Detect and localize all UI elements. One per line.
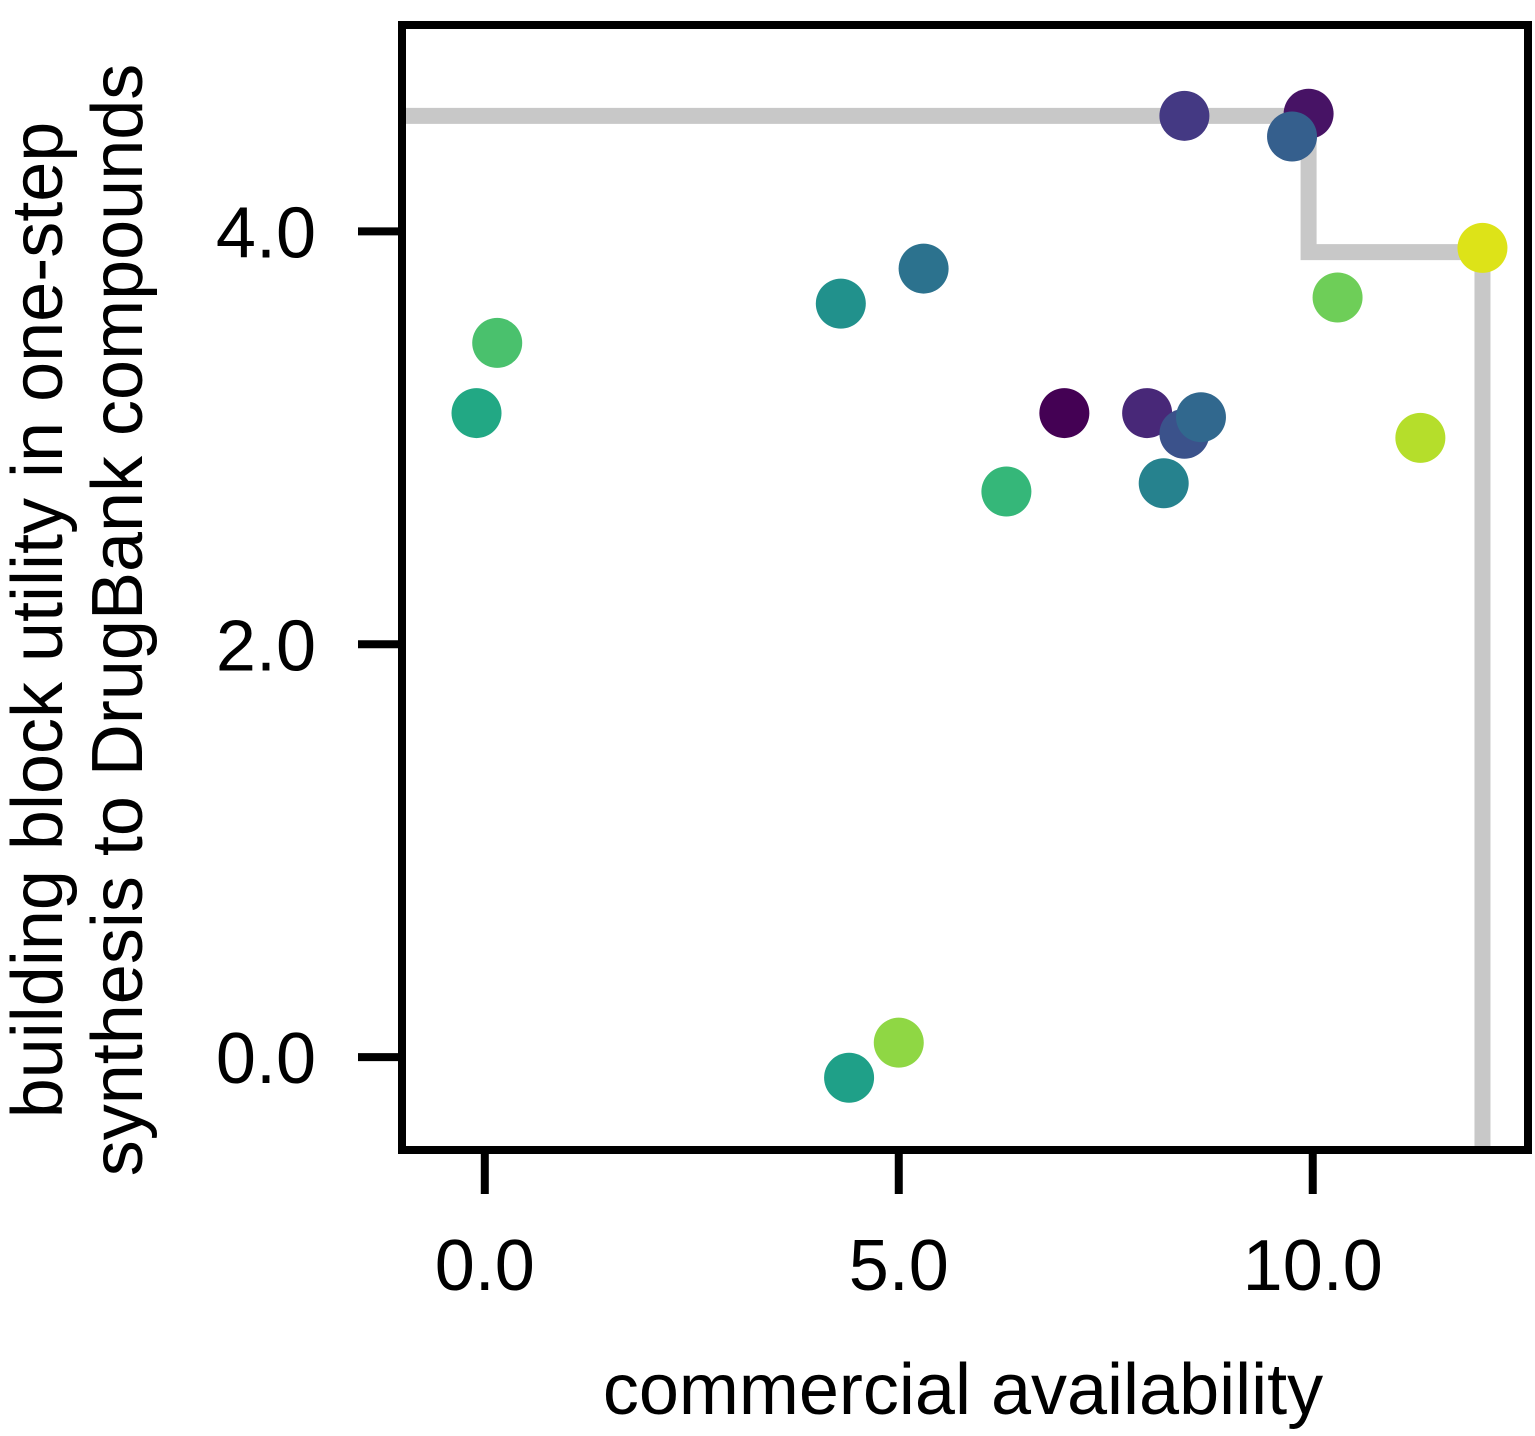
y-axis: 0.0 2.0 4.0: [216, 193, 398, 1099]
y-axis-label: building block utility in one-step synth…: [0, 64, 158, 1177]
data-points-layer: [451, 88, 1508, 1103]
data-point: [824, 1052, 875, 1103]
data-point: [1039, 388, 1090, 439]
plot-frame: [398, 21, 1532, 1154]
data-point: [981, 466, 1032, 517]
x-axis: 0.0 5.0 10.0: [435, 1154, 1383, 1306]
data-point: [1138, 458, 1189, 509]
data-point: [1267, 111, 1318, 162]
data-point: [873, 1017, 924, 1068]
y-tick-label: 2.0: [216, 606, 316, 686]
data-point: [472, 317, 523, 368]
data-point: [1312, 272, 1363, 323]
y-axis-label-line-1: building block utility in one-step: [0, 122, 78, 1119]
x-tick-label: 0.0: [435, 1226, 535, 1306]
y-tick-label: 4.0: [216, 193, 316, 273]
x-tick-label: 10.0: [1243, 1226, 1383, 1306]
y-tick-label: 0.0: [216, 1019, 316, 1099]
x-axis-label: commercial availability: [603, 1350, 1323, 1430]
data-point: [451, 388, 502, 439]
data-point: [898, 243, 949, 294]
y-axis-label-line-2: synthesis to DrugBank compounds: [78, 64, 158, 1177]
pareto-frontier-line: [402, 107, 1491, 1150]
data-point: [1122, 388, 1173, 439]
data-point: [815, 278, 866, 329]
data-point: [1175, 392, 1226, 443]
data-point: [1395, 412, 1446, 463]
pareto-frontier-layer: [402, 107, 1491, 1150]
data-point: [1159, 90, 1210, 141]
x-tick-label: 5.0: [849, 1226, 949, 1306]
data-point: [1457, 222, 1508, 273]
